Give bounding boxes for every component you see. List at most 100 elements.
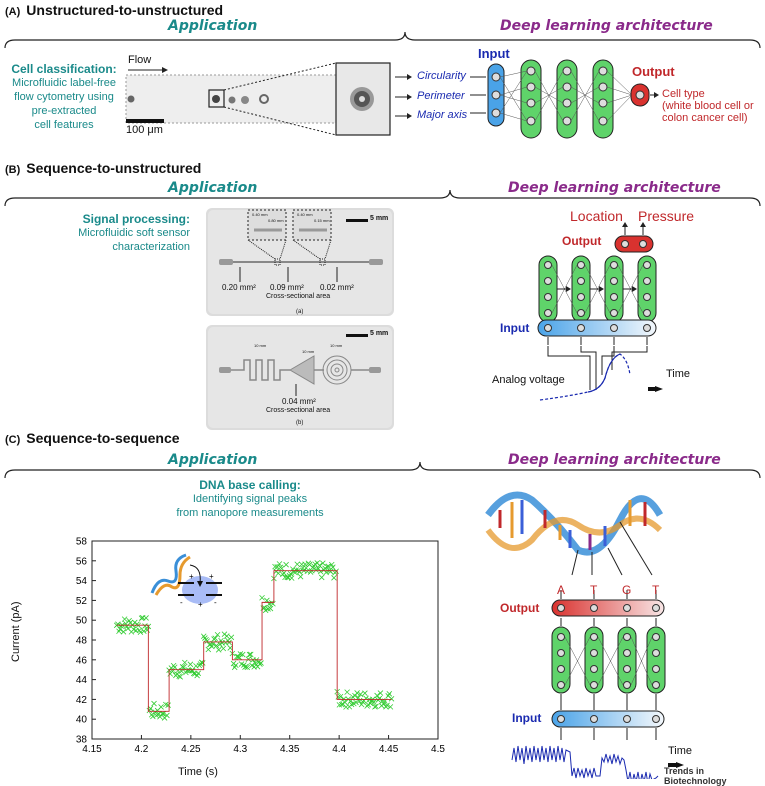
data-point (212, 635, 219, 642)
chart-xlabel: Time (s) (178, 766, 218, 778)
data-point (258, 660, 264, 666)
data-point (233, 662, 239, 669)
x-tick-label: 4.2 (134, 744, 148, 755)
dna-title: DNA base calling: (199, 478, 301, 492)
scale-5mm-a: 5 mm (370, 215, 389, 222)
step-line (116, 570, 392, 712)
section-c-arch-header: Deep learning architecture (508, 452, 721, 468)
x-tick-label: 4.5 (431, 744, 445, 755)
output-desc-a: Cell type (white blood cell or colon can… (648, 88, 763, 124)
section-a-title: (A) Unstructured-to-unstructured (5, 2, 223, 18)
area-b: 0.04 mm² (282, 397, 316, 406)
data-point (252, 660, 259, 667)
svg-text:+: + (189, 572, 194, 581)
data-point (353, 699, 359, 706)
dna-line-2: from nanopore measurements (176, 507, 324, 519)
svg-text:-: - (214, 598, 217, 607)
output-label-c: Output (500, 601, 540, 615)
data-point (335, 694, 342, 700)
data-point (386, 691, 393, 697)
cell-classification-line-1: Microfluidic label-free (12, 77, 116, 89)
section-b-title: (B) Sequence-to-unstructured (5, 160, 201, 176)
y-tick-label: 54 (76, 576, 88, 587)
data-point (275, 570, 282, 577)
data-point (325, 563, 332, 570)
dna-line-1: Identifying signal peaks (192, 493, 308, 505)
dna-block: DNA base calling: Identifying signal pea… (130, 478, 370, 520)
data-point (304, 568, 311, 575)
nanopore-chart: 4.15 4.2 4.25 4.3 4.35 4.4 4.45 4.5 38 40 42 44 46 48… (76, 537, 446, 756)
x-tick-label: 4.4 (332, 744, 346, 755)
data-point (215, 647, 222, 653)
scale-label-a: 100 μm (126, 124, 163, 136)
data-point (177, 674, 184, 680)
data-point (387, 704, 394, 710)
section-b-app-header: Application (168, 180, 258, 196)
area-3: 0.02 mm² (320, 283, 354, 292)
data-point (374, 692, 380, 699)
data-point (143, 615, 149, 621)
y-tick-label: 40 (76, 715, 88, 726)
input-perimeter: Perimeter (417, 90, 465, 102)
data-point (226, 639, 232, 646)
input-circularity: Circularity (417, 70, 466, 82)
cell-classification-block: Cell classification: Microfluidic label-… (4, 62, 124, 132)
flow-label: Flow (128, 54, 152, 66)
section-a-tag: (A) (5, 6, 21, 18)
data-point (208, 643, 215, 650)
plot-frame (91, 540, 439, 740)
data-point (362, 690, 368, 696)
y-tick-label: 42 (76, 695, 88, 706)
base-a: A (557, 583, 566, 597)
data-point (388, 696, 395, 702)
y-tick-label: 52 (76, 596, 88, 607)
svg-text:+: + (198, 600, 203, 609)
x-tick-label: 4.35 (280, 744, 300, 755)
y-tick-label: 58 (76, 537, 88, 548)
data-point (281, 570, 287, 576)
time-label-c: Time (668, 745, 693, 757)
data-point (372, 704, 378, 710)
scale-5mm-b: 5 mm (370, 330, 389, 337)
data-point (287, 571, 294, 577)
dim-b-2: 10 mm (302, 349, 315, 354)
inset-label-2: 0.80 mm (268, 218, 284, 223)
analog-voltage-label: Analog voltage (492, 374, 565, 386)
area-1: 0.20 mm² (222, 283, 256, 292)
data-point (327, 568, 334, 575)
cell-classification-title: Cell classification: (11, 62, 117, 76)
section-b-title-text: Sequence-to-unstructured (26, 160, 202, 176)
section-b-arch-header: Deep learning architecture (508, 180, 721, 196)
base-t-1: T (590, 583, 598, 597)
data-point (371, 699, 377, 705)
y-tick-label: 50 (76, 616, 88, 627)
data-point (246, 651, 253, 658)
data-point (283, 561, 289, 568)
svg-text:-: - (180, 598, 183, 607)
data-point (324, 563, 331, 570)
data-point (190, 670, 197, 677)
data-point (165, 702, 171, 708)
data-point (160, 710, 167, 717)
data-point (141, 628, 147, 634)
data-point (318, 574, 325, 581)
data-point (259, 594, 265, 601)
y-tick-label: 44 (76, 675, 88, 686)
data-point (337, 693, 344, 700)
data-point (272, 563, 278, 570)
data-point (175, 667, 181, 674)
credit-label: Trends in Biotechnology (664, 766, 727, 786)
section-c-title-text: Sequence-to-sequence (26, 430, 180, 446)
data-point (121, 616, 128, 622)
base-t-2: T (652, 583, 660, 597)
cross-label-a: Cross-sectional area (266, 293, 331, 300)
data-point (214, 631, 221, 638)
data-point (244, 664, 251, 671)
output-label-a: Output (632, 64, 675, 79)
sub-a: (a) (296, 309, 304, 315)
y-tick-label: 48 (76, 636, 88, 647)
data-point (377, 690, 384, 696)
data-point (195, 670, 202, 677)
y-tick-label: 46 (76, 655, 88, 666)
cell-classification-line-3: pre-extracted (31, 105, 97, 117)
